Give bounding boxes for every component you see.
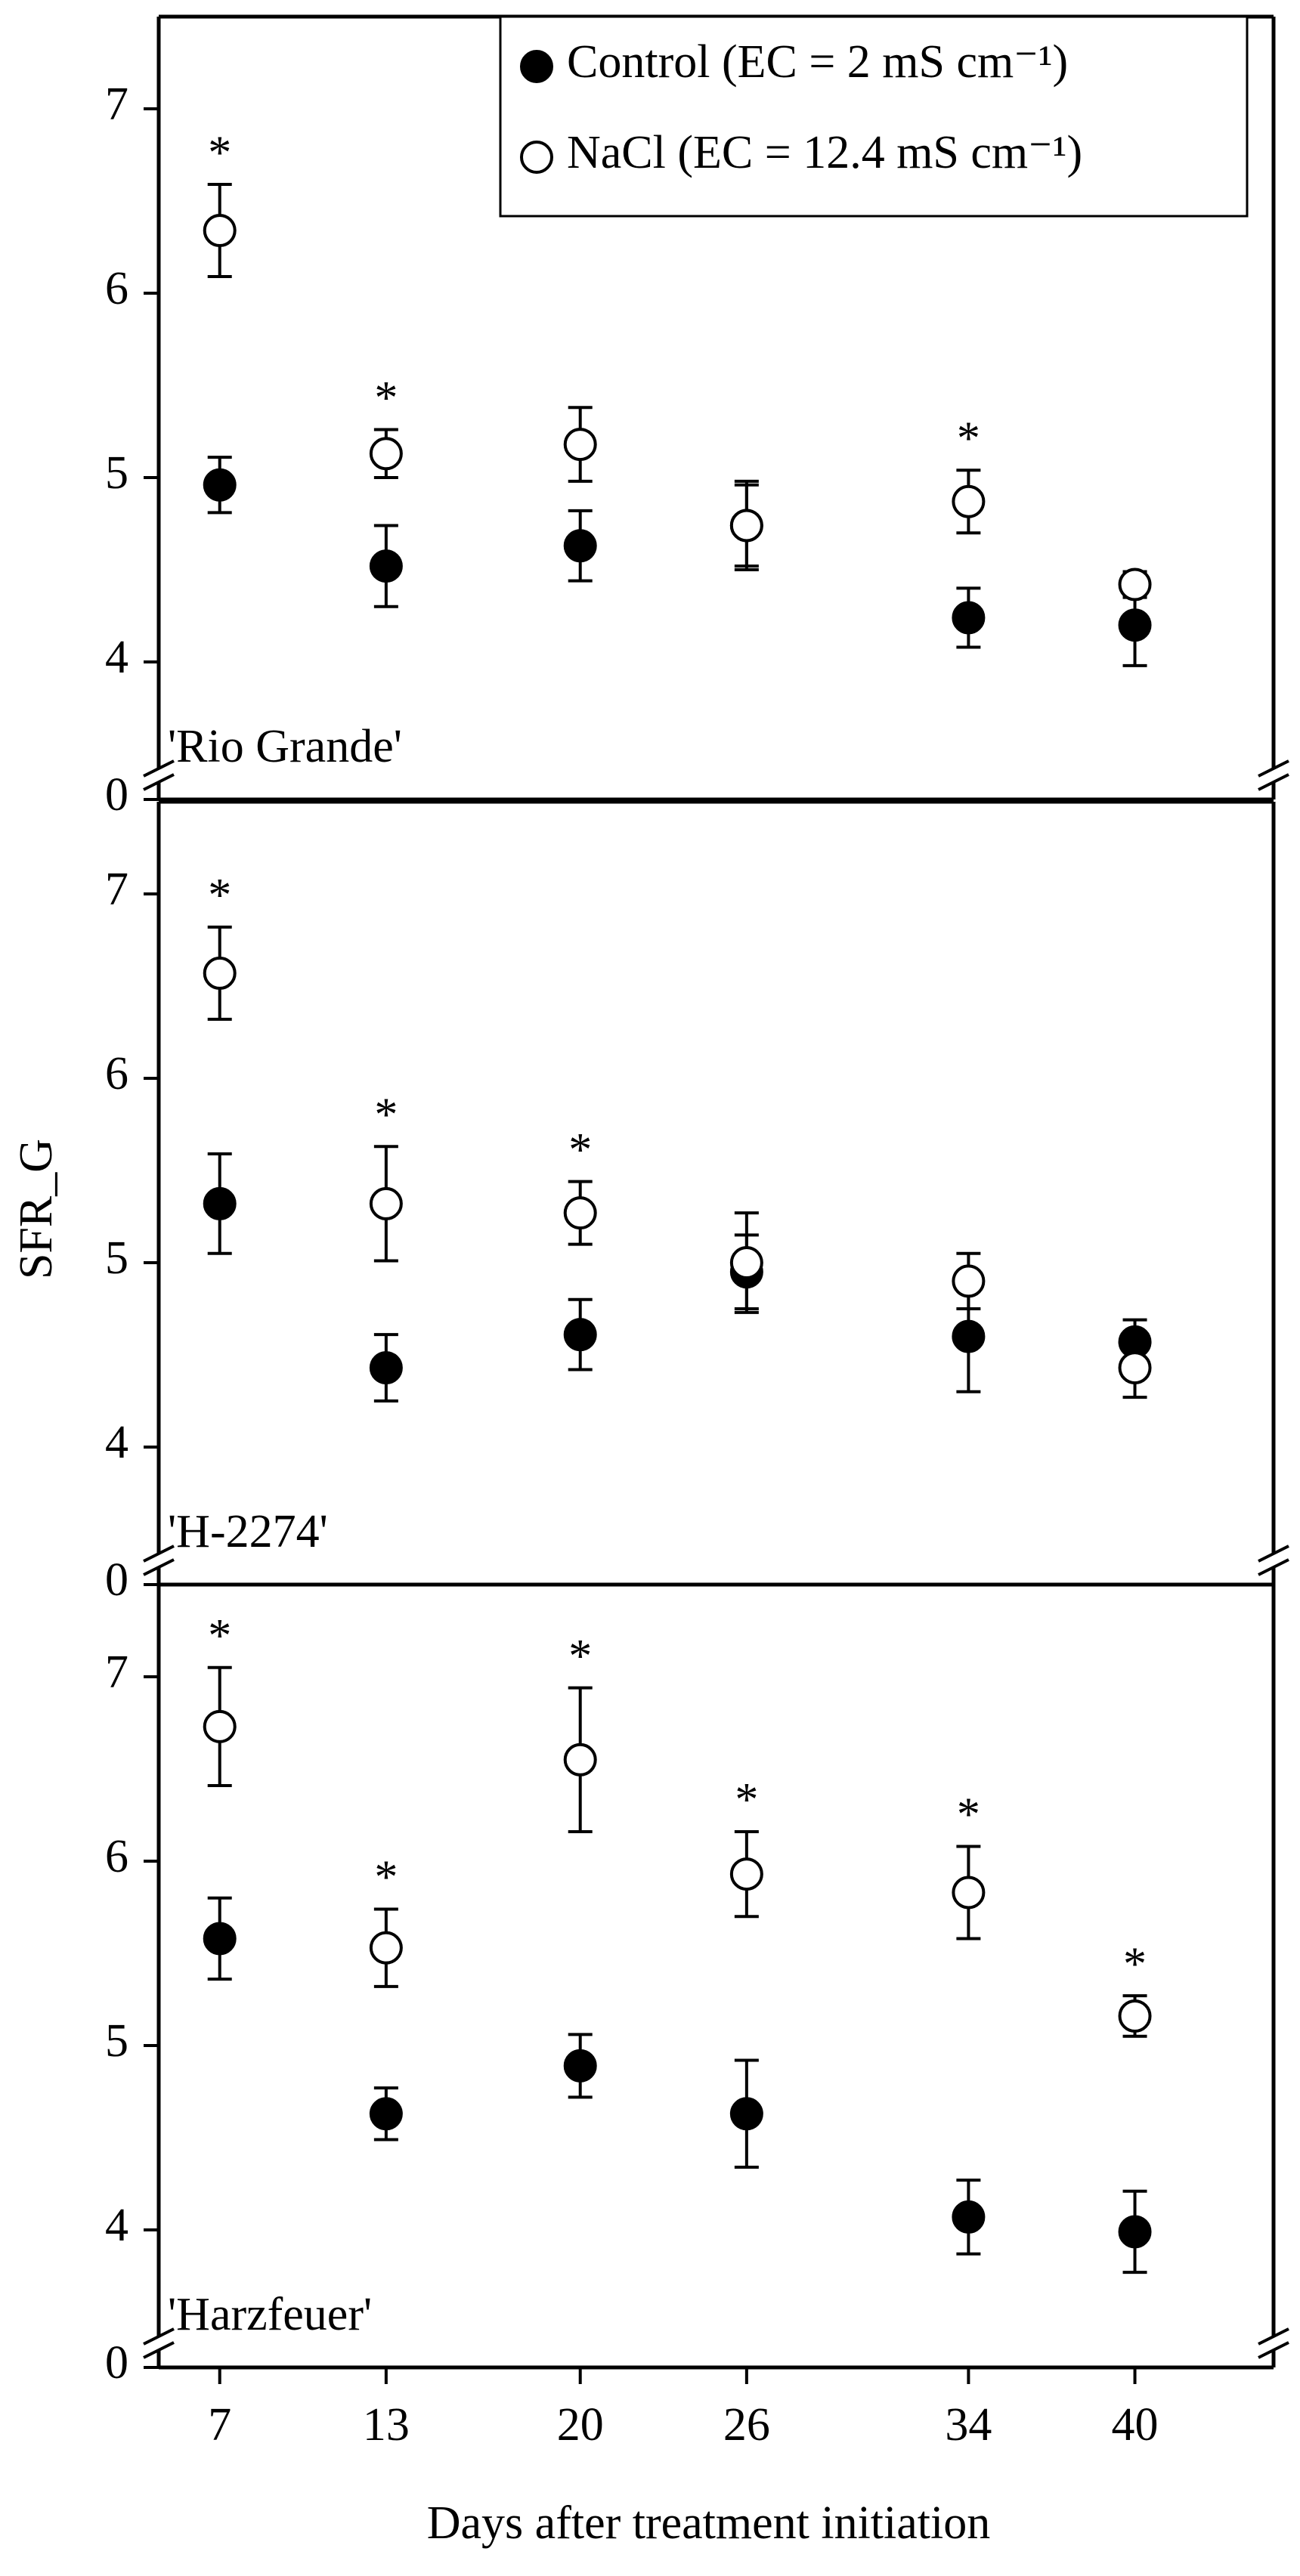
axis-break (1258, 759, 1289, 778)
data-point (729, 1857, 763, 1891)
axis-break (1258, 773, 1289, 791)
data-point (563, 1196, 597, 1230)
significance-mark: * (208, 127, 231, 178)
axis-break (143, 1545, 175, 1563)
y-tick-label: 4 (105, 1417, 128, 1468)
data-point (1118, 1999, 1152, 2033)
y-tick-label: 0 (105, 1554, 128, 1606)
data-point (369, 1931, 403, 1965)
data-point (952, 1876, 986, 1910)
data-point (952, 1264, 986, 1298)
panel-label: 'Rio Grande' (168, 721, 402, 772)
axis-break (143, 2327, 175, 2346)
x-tick-label: 7 (208, 2399, 231, 2451)
legend-label: Control (EC = 2 mS cm⁻¹) (567, 36, 1068, 88)
data-point (1118, 2215, 1152, 2249)
legend-label: NaCl (EC = 12.4 mS cm⁻¹) (567, 127, 1082, 178)
data-point (1118, 567, 1152, 601)
data-point (369, 1351, 403, 1385)
data-point (952, 1319, 986, 1353)
significance-mark: * (374, 373, 398, 424)
data-point (369, 549, 403, 583)
y-tick-label: 4 (105, 632, 128, 683)
significance-mark: * (957, 1789, 980, 1841)
y-tick-label: 6 (105, 1048, 128, 1099)
y-tick-label: 0 (105, 2337, 128, 2389)
data-point (369, 1186, 403, 1220)
data-point (203, 956, 237, 990)
y-tick-label: 5 (105, 1232, 128, 1284)
data-point (563, 1318, 597, 1352)
significance-mark: * (1123, 1938, 1147, 1990)
y-tick-label: 6 (105, 1831, 128, 1882)
x-tick-label: 26 (723, 2399, 770, 2451)
data-point (729, 509, 763, 543)
y-tick-label: 4 (105, 2200, 128, 2251)
significance-mark: * (374, 1852, 398, 1903)
y-tick-label: 6 (105, 263, 128, 314)
y-tick-label: 5 (105, 2015, 128, 2067)
y-tick-label: 5 (105, 447, 128, 499)
axis-break (143, 773, 175, 791)
y-tick-label: 7 (105, 1647, 128, 1698)
axis-break (143, 2341, 175, 2359)
x-axis-title: Days after treatment initiation (427, 2497, 990, 2549)
data-point (203, 1922, 237, 1956)
axis-break (143, 759, 175, 778)
x-tick-label: 34 (945, 2399, 992, 2451)
data-point (563, 2049, 597, 2083)
axis-break (1258, 2341, 1289, 2359)
legend-marker (520, 141, 553, 174)
data-point (1118, 608, 1152, 642)
y-tick-label: 7 (105, 864, 128, 915)
significance-mark: * (208, 870, 231, 921)
data-point (369, 437, 403, 471)
data-point (1118, 1351, 1152, 1385)
data-point (563, 428, 597, 462)
significance-mark: * (735, 1774, 758, 1826)
x-tick-label: 40 (1112, 2399, 1159, 2451)
y-axis-title: SFR_G (11, 1139, 62, 1279)
axis-break (1258, 1558, 1289, 1576)
significance-mark: * (208, 1610, 231, 1662)
data-point (369, 2097, 403, 2131)
axis-break (143, 1558, 175, 1576)
data-point (563, 529, 597, 563)
data-point (203, 214, 237, 248)
legend-box (499, 15, 1249, 218)
panel-label: 'H-2274' (168, 1506, 328, 1557)
significance-mark: * (568, 1631, 592, 1682)
axis-break (1258, 2327, 1289, 2346)
data-point (203, 1186, 237, 1220)
x-tick-label: 13 (363, 2399, 410, 2451)
data-point (203, 1709, 237, 1743)
y-tick-label: 7 (105, 79, 128, 130)
data-point (729, 2097, 763, 2131)
panel-label: 'Harzfeuer' (168, 2289, 372, 2340)
axis-break (1258, 1545, 1289, 1563)
data-point (563, 1743, 597, 1777)
x-tick-label: 20 (557, 2399, 604, 2451)
legend-marker (520, 50, 553, 83)
significance-mark: * (568, 1124, 592, 1176)
y-tick-label: 0 (105, 769, 128, 821)
data-point (729, 1246, 763, 1279)
significance-mark: * (374, 1090, 398, 1141)
significance-mark: * (957, 413, 980, 464)
data-point (952, 2200, 986, 2234)
data-point (952, 601, 986, 635)
data-point (952, 484, 986, 518)
data-point (203, 468, 237, 502)
